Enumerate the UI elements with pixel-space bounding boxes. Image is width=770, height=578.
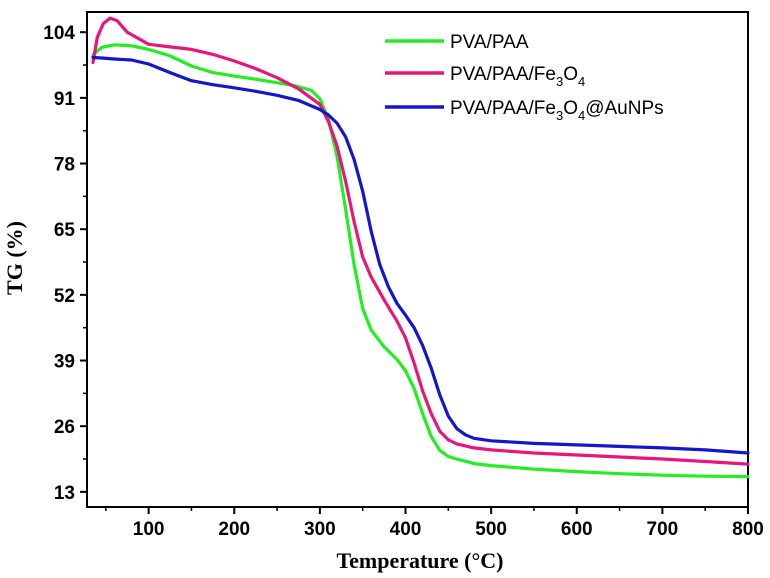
legend-label-pva-paa-fe3o4: PVA/PAA/Fe3O4 [450,64,585,89]
series-line-1 [91,43,750,479]
x-tick-labels: 100 200 300 400 500 600 700 800 [133,519,764,540]
y-tick-labels: 13 26 39 52 65 78 91 104 [43,23,75,504]
y-axis-title: TG (%) [2,221,27,295]
y-tick-label: 13 [54,483,75,504]
x-tick-label: 500 [475,519,507,540]
x-tick-label: 700 [647,519,679,540]
x-tick-label: 400 [390,519,422,540]
y-tick-label: 65 [54,220,76,241]
series-line-3 [91,55,750,455]
axis-ticks [80,31,749,514]
y-tick-label: 78 [54,155,75,176]
x-tick-label: 300 [304,519,336,540]
y-tick-label: 39 [54,352,75,373]
series-line-2 [91,16,750,466]
series-lines [91,16,750,479]
x-tick-label: 100 [133,519,165,540]
legend: PVA/PAA PVA/PAA/Fe3O4 PVA/PAA/Fe3O4@AuNP… [385,32,664,123]
x-tick-label: 800 [732,519,764,540]
y-tick-label: 104 [43,23,75,44]
y-tick-label: 26 [54,417,75,438]
legend-label-pva-paa-fe3o4-aunps: PVA/PAA/Fe3O4@AuNPs [450,98,664,123]
legend-label-pva-paa: PVA/PAA [450,32,529,53]
y-tick-label: 91 [54,89,76,110]
plot-frame [86,11,749,508]
y-tick-label: 52 [54,286,75,307]
x-tick-label: 200 [218,519,250,540]
x-axis-title: Temperature (°C) [336,548,503,573]
x-tick-label: 600 [561,519,593,540]
